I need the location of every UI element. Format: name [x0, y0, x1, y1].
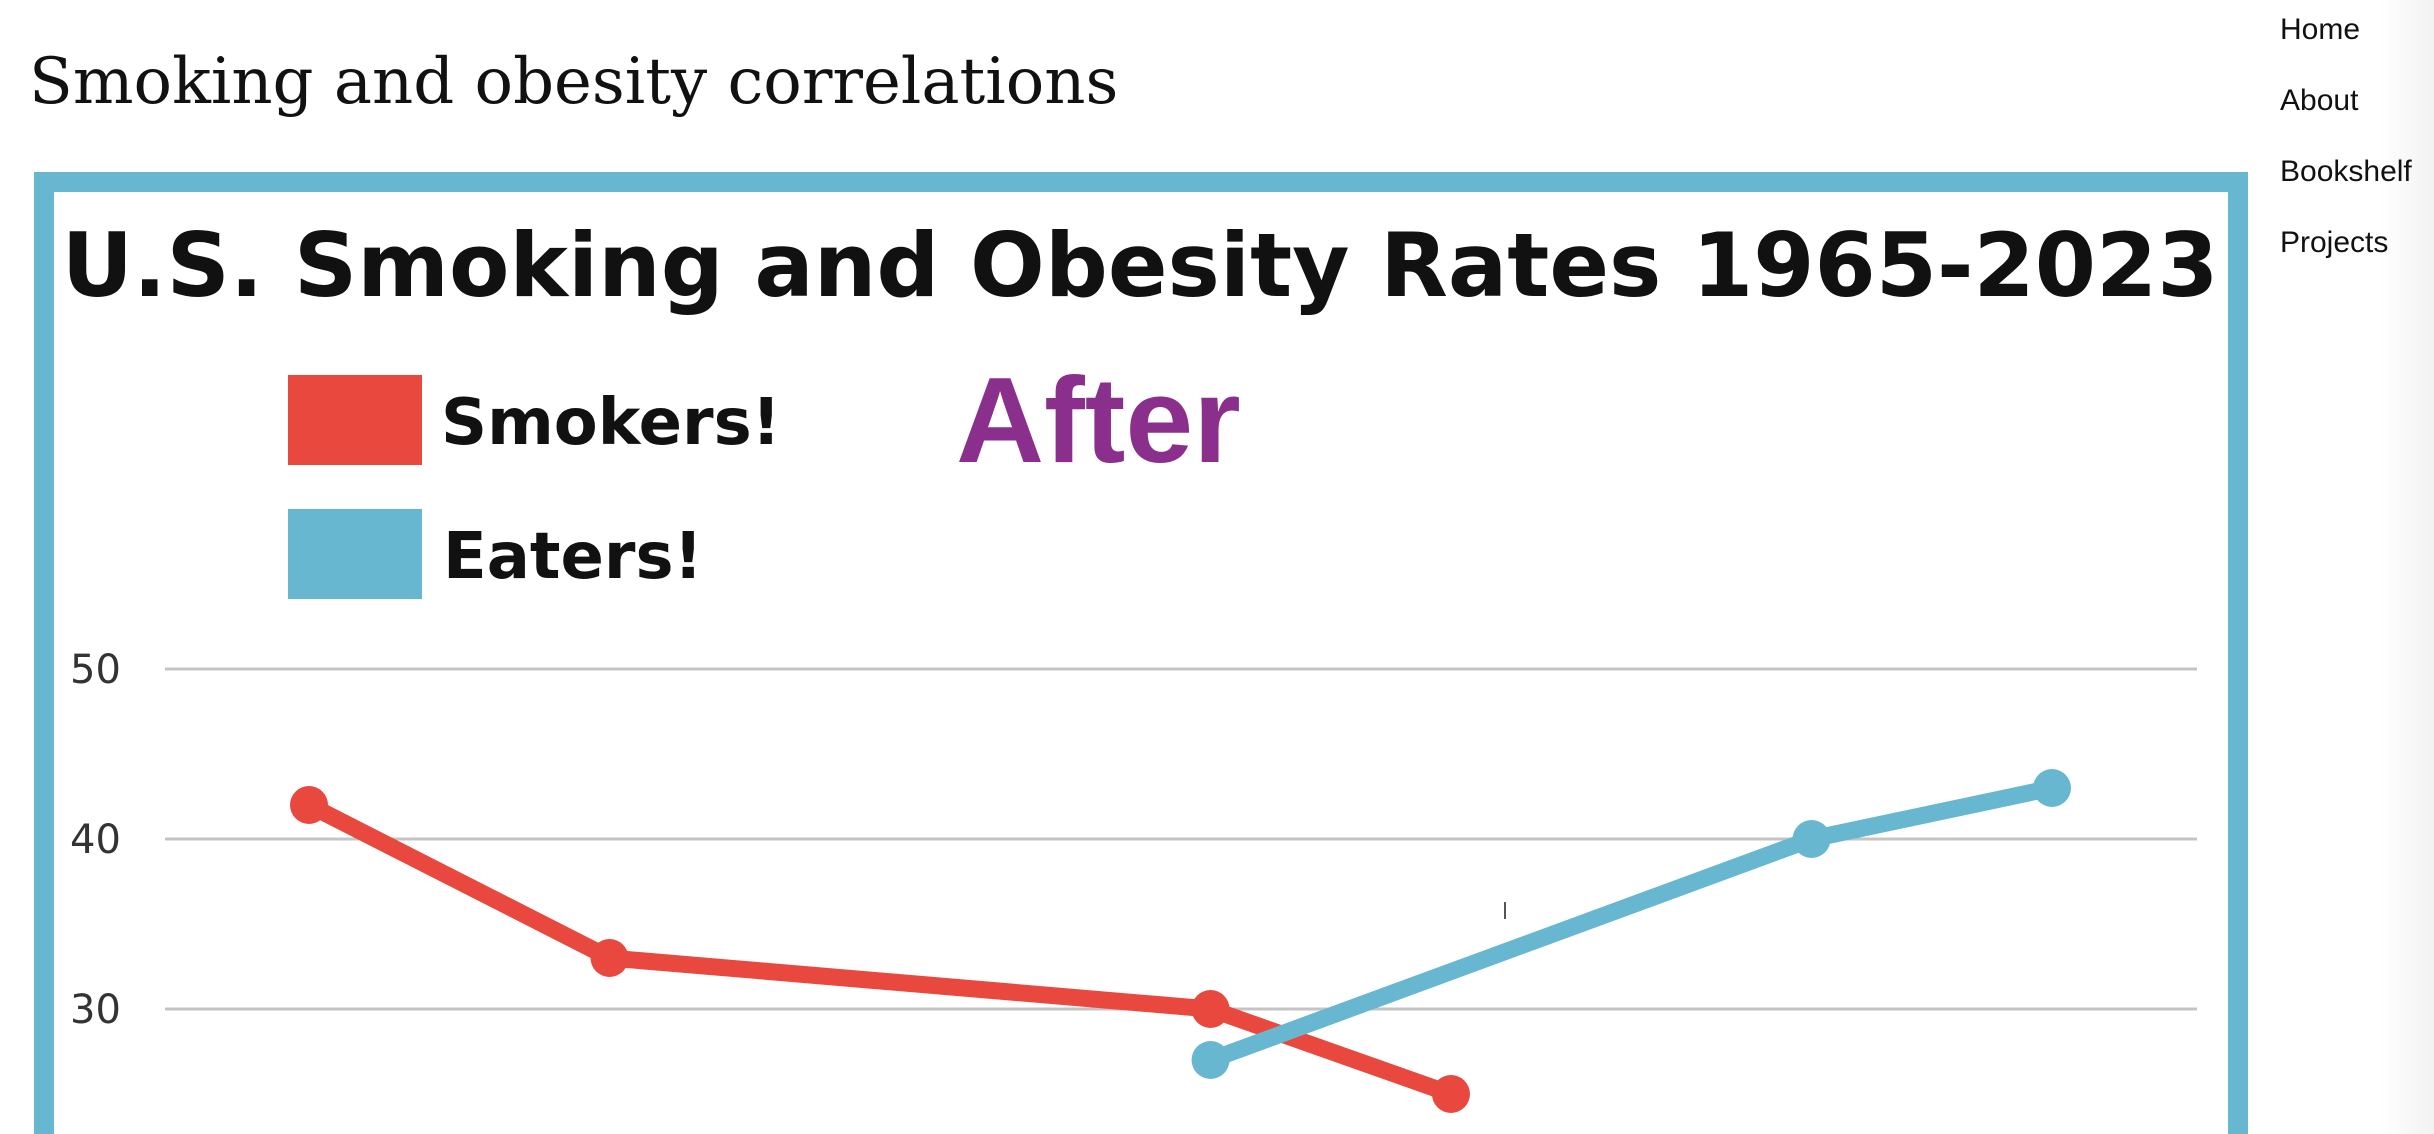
after-label: After — [956, 352, 1241, 488]
nav-link-projects[interactable]: Projects — [2280, 226, 2389, 259]
legend-label-eaters: Eaters! — [443, 520, 703, 594]
nav-link-home[interactable]: Home — [2280, 13, 2361, 46]
y-tick-label-50: 50 — [70, 647, 121, 693]
line-chart: U.S. Smoking and Obesity Rates 1965-2023… — [62, 214, 2219, 1113]
nav-shadow — [2378, 0, 2434, 1134]
data-point-smokers-1965 — [290, 786, 328, 824]
nav-link-about[interactable]: About — [2280, 84, 2359, 117]
legend-label-smokers: Smokers! — [441, 386, 781, 460]
series-line-eaters — [1202, 779, 2061, 1069]
chart-figure: U.S. Smoking and Obesity Rates 1965-2023… — [34, 172, 2248, 1134]
page-title: Smoking and obesity correlations — [29, 45, 1119, 119]
y-tick-label-40: 40 — [70, 817, 121, 863]
data-point-smokers-1995 — [1191, 990, 1230, 1028]
data-point-eaters-2023 — [2033, 769, 2071, 807]
series-line-smokers — [300, 796, 1460, 1103]
data-point-smokers-2003 — [1431, 1075, 1470, 1113]
data-point-smokers-1975 — [590, 939, 629, 977]
data-point-eaters-1995 — [1191, 1041, 1230, 1079]
chart-title: U.S. Smoking and Obesity Rates 1965-2023 — [62, 214, 2219, 317]
series-lines — [290, 769, 2071, 1113]
y-tick-label-30: 30 — [70, 987, 121, 1033]
legend-swatch-smokers — [288, 375, 422, 465]
site-nav: Home About Bookshelf Projects — [2280, 0, 2434, 1134]
grid: 30 40 50 — [70, 647, 2197, 1033]
data-point-eaters-2015 — [1792, 820, 1831, 858]
nav-link-bookshelf[interactable]: Bookshelf — [2280, 155, 2412, 188]
legend-swatch-eaters — [288, 509, 422, 599]
